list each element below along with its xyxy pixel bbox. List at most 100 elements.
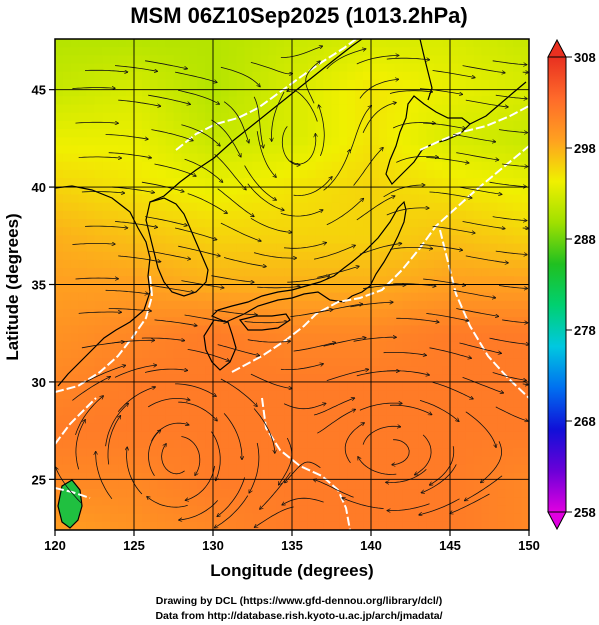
- field-cell: [465, 129, 475, 138]
- field-cell: [173, 55, 182, 65]
- field-cell: [260, 112, 269, 122]
- streamline: [105, 403, 129, 447]
- field-cell: [134, 186, 143, 196]
- field-cell: [213, 88, 222, 97]
- field-cell: [426, 325, 435, 335]
- field-cell: [134, 251, 143, 261]
- field-cell: [473, 382, 483, 392]
- field-cell: [149, 292, 159, 302]
- field-cell: [78, 178, 88, 187]
- field-cell: [94, 480, 103, 490]
- field-cell: [165, 251, 175, 261]
- field-cell: [371, 235, 380, 245]
- field-cell: [489, 415, 498, 425]
- field-cell: [450, 325, 459, 335]
- streamline: [249, 442, 260, 493]
- field-cell: [213, 112, 222, 122]
- field-cell: [134, 88, 143, 97]
- streamline: [314, 245, 355, 260]
- streamline: [459, 342, 502, 353]
- field-cell: [173, 382, 182, 392]
- field-cell: [276, 472, 285, 482]
- field-cell: [149, 219, 159, 228]
- chart-title: MSM 06Z10Sep2025 (1013.2hPa): [130, 3, 468, 28]
- field-cell: [473, 120, 483, 130]
- field-cell: [228, 309, 238, 318]
- field-cell: [55, 88, 64, 97]
- field-cell: [189, 456, 198, 466]
- field-cell: [363, 439, 372, 449]
- field-cell: [505, 112, 514, 122]
- streamline: [359, 79, 399, 99]
- field-cell: [315, 309, 325, 318]
- field-cell: [402, 399, 412, 408]
- streamline: [217, 188, 254, 217]
- field-cell: [394, 259, 404, 269]
- streamline: [220, 222, 261, 241]
- field-cell: [505, 513, 514, 523]
- field-cell: [55, 243, 64, 253]
- field-cell: [62, 161, 72, 171]
- field-cell: [513, 415, 522, 425]
- field-cell: [252, 513, 261, 523]
- field-cell: [410, 423, 419, 433]
- field-cell: [236, 227, 246, 236]
- field-cell: [205, 292, 214, 302]
- field-cell: [426, 415, 435, 425]
- field-cell: [299, 497, 309, 507]
- field-cell: [197, 374, 206, 384]
- field-cell: [284, 292, 293, 302]
- field-cell: [94, 521, 103, 530]
- field-cell: [347, 300, 356, 310]
- field-cell: [481, 63, 491, 73]
- field-cell: [489, 300, 498, 310]
- field-cell: [363, 349, 372, 359]
- field-cell: [323, 47, 333, 56]
- field-cell: [386, 415, 396, 425]
- streamline: [456, 152, 498, 160]
- field-cell: [394, 251, 404, 261]
- field-cell: [323, 300, 333, 310]
- field-cell: [134, 243, 143, 253]
- field-cell: [426, 284, 435, 294]
- field-cell: [126, 47, 135, 56]
- field-cell: [434, 349, 443, 359]
- field-cell: [189, 129, 198, 138]
- field-cell: [197, 153, 206, 163]
- field-cell: [347, 112, 356, 122]
- field-cell: [55, 161, 64, 171]
- field-cell: [371, 448, 380, 457]
- field-cell: [513, 349, 522, 359]
- field-cell: [118, 292, 127, 302]
- field-cell: [450, 104, 459, 114]
- field-cell: [489, 423, 498, 433]
- streamline: [283, 403, 326, 410]
- field-cell: [339, 55, 348, 65]
- field-cell: [363, 300, 372, 310]
- field-cell: [315, 497, 325, 507]
- field-cell: [339, 243, 348, 253]
- field-cell: [268, 513, 277, 523]
- field-cell: [386, 317, 396, 327]
- streamline: [432, 70, 475, 78]
- field-cell: [457, 71, 467, 81]
- field-cell: [418, 415, 427, 425]
- field-cell: [513, 292, 522, 302]
- field-cell: [410, 366, 419, 376]
- field-cell: [307, 153, 317, 163]
- field-cell: [268, 407, 277, 417]
- field-cell: [55, 300, 64, 310]
- field-cell: [410, 112, 419, 122]
- streamline: [462, 377, 504, 393]
- streamline: [293, 342, 336, 352]
- field-cell: [489, 47, 498, 56]
- field-cell: [165, 169, 175, 179]
- field-cell: [497, 472, 506, 482]
- field-cell: [134, 309, 143, 318]
- streamline: [144, 369, 187, 373]
- field-cell: [347, 251, 356, 261]
- field-cell: [181, 374, 190, 384]
- field-cell: [260, 341, 269, 351]
- field-cell: [260, 153, 269, 163]
- field-cell: [355, 178, 364, 187]
